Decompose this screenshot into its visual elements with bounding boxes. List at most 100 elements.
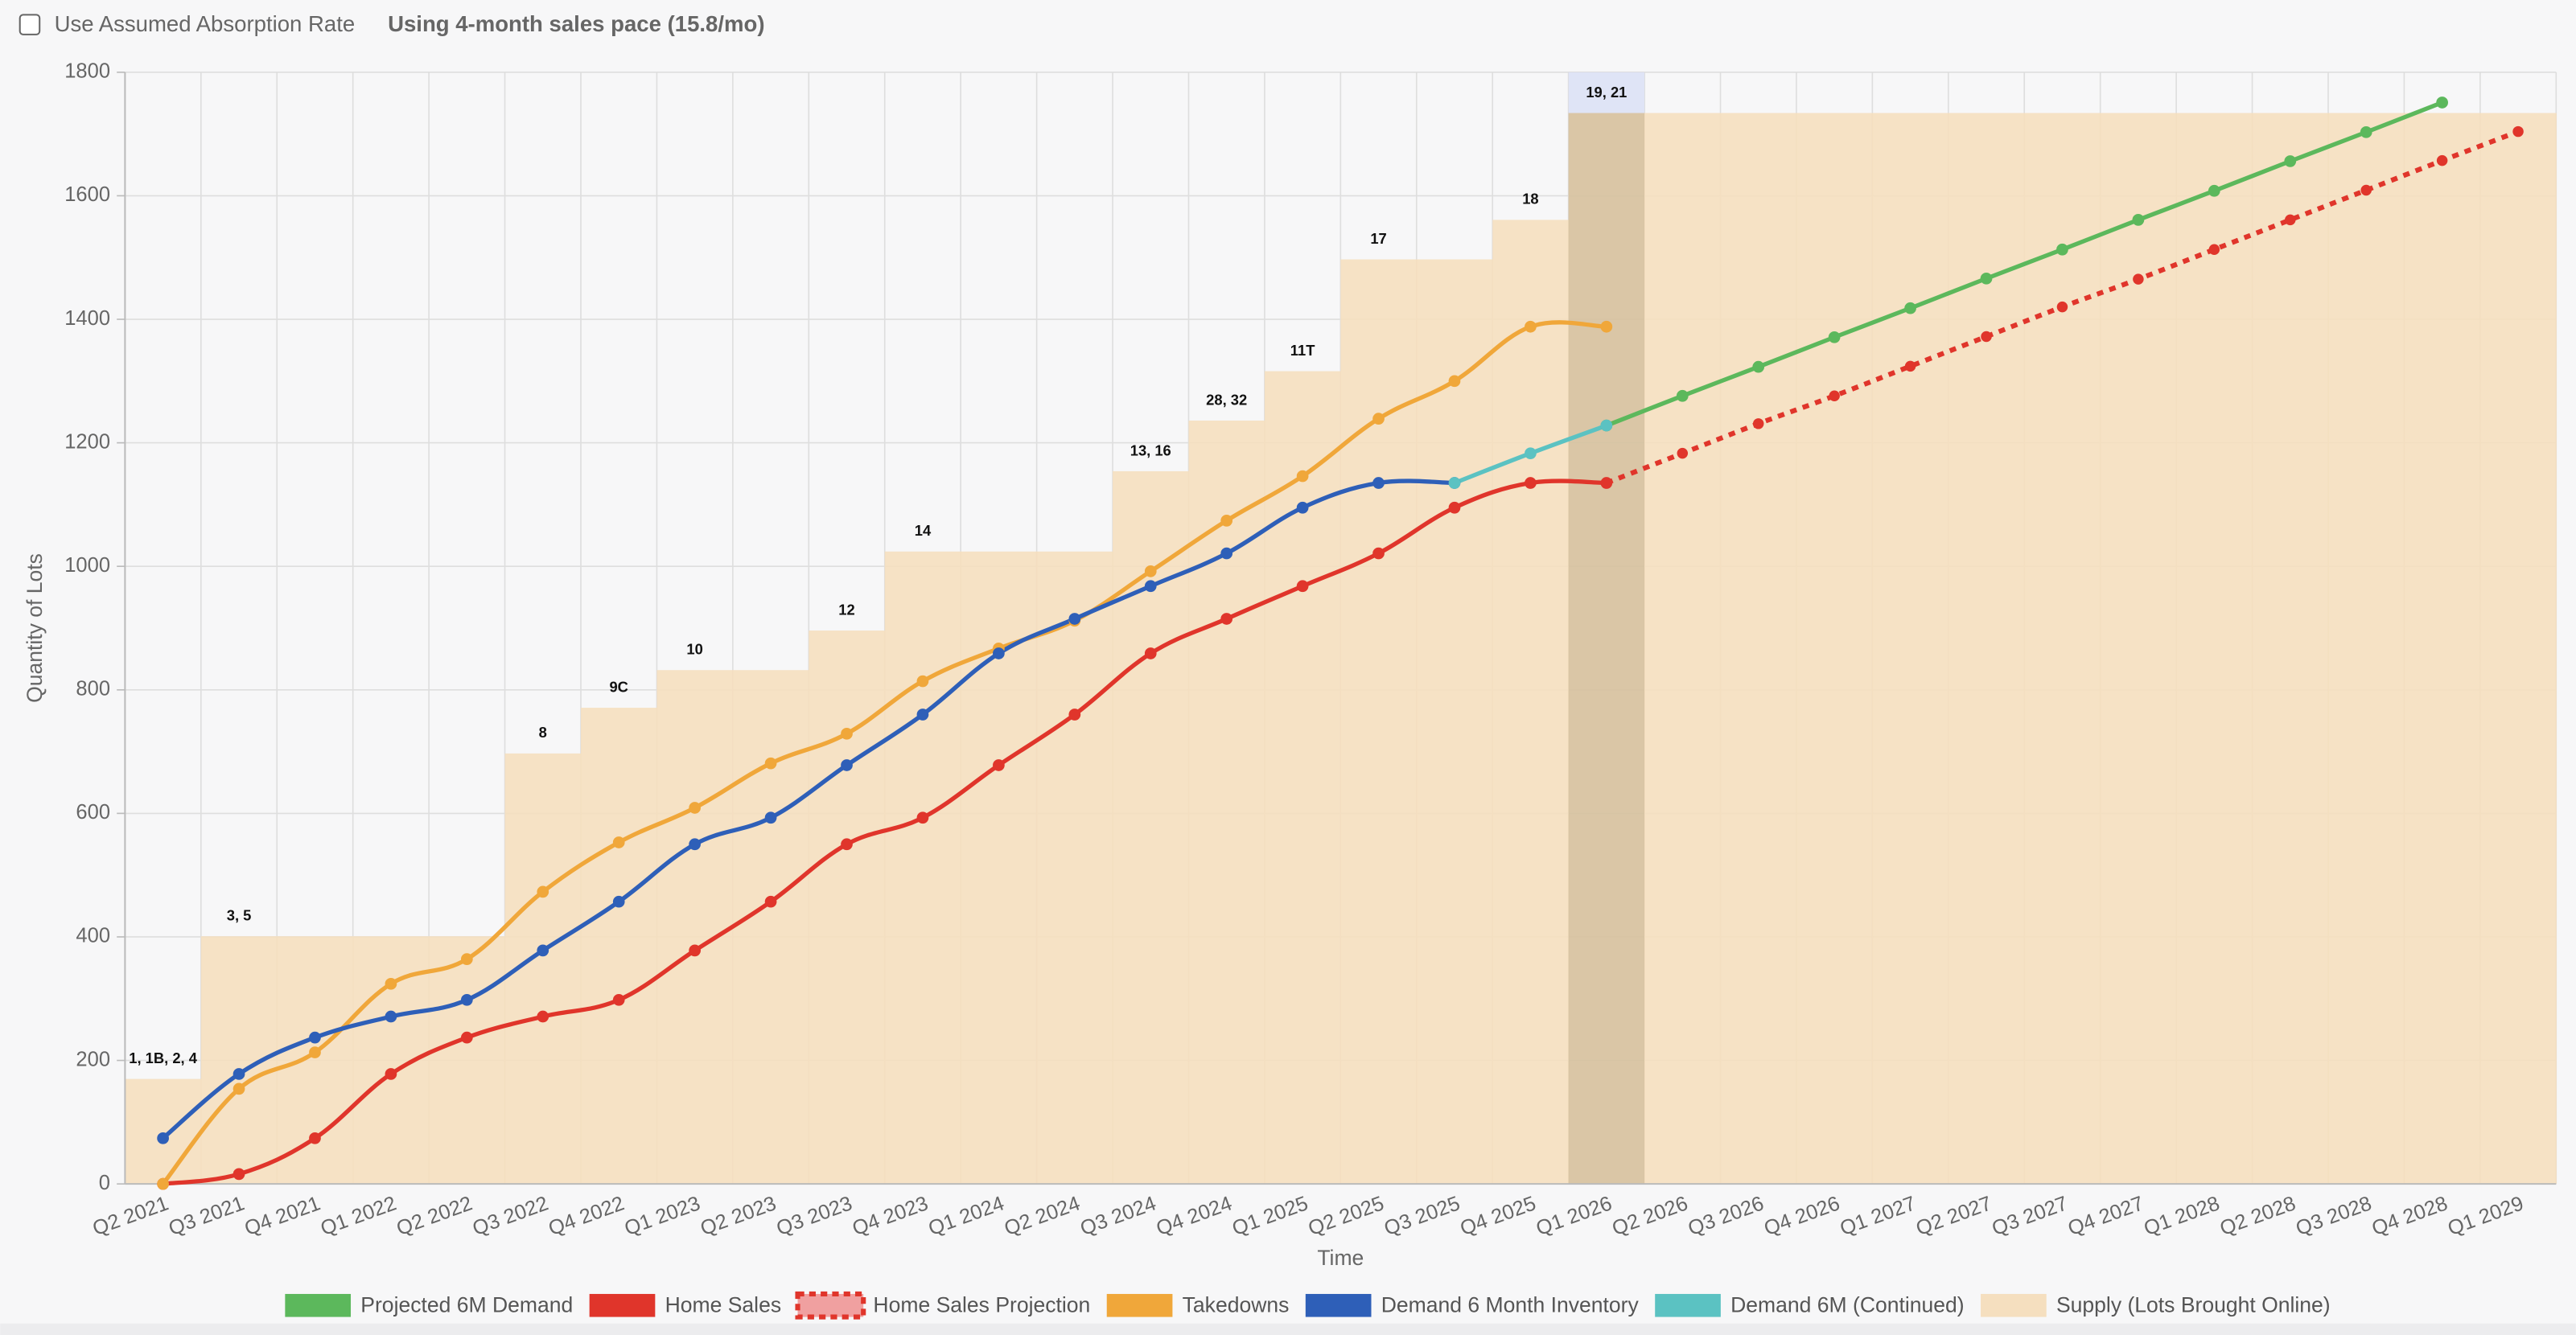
- data-point: [764, 895, 777, 908]
- data-point: [1828, 331, 1841, 343]
- data-point: [232, 1082, 245, 1095]
- supply-label: 12: [838, 601, 854, 618]
- data-point: [1068, 613, 1081, 625]
- data-point: [689, 802, 701, 814]
- supply-bar: [1036, 551, 1113, 1185]
- supply-bar: [809, 631, 886, 1185]
- supply-bar: [2479, 113, 2557, 1185]
- highlight-column: [1568, 72, 1645, 1185]
- legend-swatch: [589, 1293, 656, 1317]
- data-point: [385, 1068, 397, 1080]
- data-point: [1525, 447, 1537, 460]
- x-axis-title: Time: [1317, 1246, 1364, 1270]
- data-point: [1980, 272, 1993, 285]
- bottom-bar: [0, 1323, 2576, 1335]
- supply-bar: [2327, 113, 2405, 1185]
- supply-bar: [732, 670, 809, 1185]
- data-point: [612, 895, 625, 908]
- data-point: [841, 759, 853, 771]
- y-tick-label: 1800: [64, 60, 110, 83]
- data-point: [2284, 155, 2297, 167]
- data-point: [1448, 375, 1461, 388]
- data-point: [2056, 301, 2068, 313]
- supply-bar: [2100, 113, 2177, 1185]
- data-point: [1220, 547, 1233, 560]
- data-point: [385, 977, 397, 990]
- data-point: [612, 993, 625, 1006]
- supply-bar: [580, 708, 658, 1185]
- data-point: [1296, 470, 1309, 483]
- data-point: [1068, 709, 1081, 721]
- data-point: [309, 1132, 321, 1144]
- supply-label: 9C: [609, 678, 628, 695]
- supply-label: 1, 1B, 2, 4: [129, 1050, 197, 1066]
- data-point: [2133, 273, 2144, 285]
- data-point: [841, 727, 853, 740]
- data-point: [1600, 320, 1613, 333]
- data-point: [1372, 477, 1385, 489]
- data-point: [1829, 390, 1840, 401]
- supply-label: 3, 5: [227, 907, 252, 924]
- supply-bar: [125, 1078, 202, 1185]
- supply-label: 19, 21: [1586, 84, 1627, 101]
- supply-bar: [656, 670, 734, 1185]
- checkbox-label[interactable]: Use Assumed Absorption Rate: [55, 11, 356, 36]
- y-tick-label: 1600: [64, 183, 110, 206]
- y-tick-label: 1000: [64, 554, 110, 577]
- data-point: [841, 838, 853, 851]
- legend-swatch: [285, 1293, 352, 1317]
- data-point: [1296, 580, 1309, 593]
- checkbox[interactable]: [19, 14, 41, 35]
- supply-bar: [1948, 113, 2025, 1185]
- supply-bar: [1492, 220, 1570, 1185]
- legend-swatch: [1305, 1293, 1372, 1317]
- data-point: [1144, 647, 1157, 659]
- data-point: [1448, 501, 1461, 514]
- data-point: [612, 836, 625, 848]
- data-point: [1752, 360, 1765, 373]
- data-point: [993, 759, 1005, 771]
- supply-bar: [884, 551, 961, 1185]
- data-point: [1372, 413, 1385, 425]
- data-point: [916, 675, 929, 688]
- supply-label: 17: [1370, 230, 1386, 247]
- supply-label: 13, 16: [1130, 442, 1171, 458]
- data-point: [385, 1010, 397, 1023]
- y-tick-label: 400: [76, 925, 110, 947]
- data-point: [1981, 331, 1992, 343]
- y-tick-label: 600: [76, 801, 110, 824]
- data-point: [1144, 565, 1157, 577]
- y-tick-label: 1200: [64, 430, 110, 453]
- legend-label: Home Sales: [665, 1292, 782, 1317]
- data-point: [537, 885, 549, 898]
- data-point: [2512, 125, 2524, 138]
- data-point: [460, 993, 473, 1006]
- data-point: [1904, 360, 1916, 372]
- supply-label: 8: [539, 724, 547, 741]
- data-point: [2056, 243, 2068, 256]
- supply-label: 28, 32: [1206, 391, 1247, 408]
- legend-label: Projected 6M Demand: [360, 1292, 573, 1317]
- data-point: [157, 1132, 169, 1144]
- data-point: [916, 709, 929, 721]
- y-axis-title: Quantity of Lots: [23, 553, 47, 703]
- supply-bar: [1340, 259, 1418, 1185]
- legend-label: Takedowns: [1183, 1292, 1290, 1317]
- data-point: [537, 944, 549, 957]
- data-point: [1144, 580, 1157, 593]
- data-point: [1676, 389, 1689, 402]
- data-point: [232, 1068, 245, 1080]
- supply-bar: [1796, 113, 1873, 1185]
- data-point: [689, 838, 701, 851]
- y-tick-label: 0: [99, 1172, 110, 1194]
- data-point: [2208, 244, 2220, 255]
- data-point: [764, 757, 777, 770]
- supply-bar: [1720, 113, 1797, 1185]
- data-point: [2208, 184, 2220, 197]
- data-point: [764, 811, 777, 824]
- y-tick-label: 200: [76, 1048, 110, 1070]
- supply-bar: [429, 936, 506, 1185]
- data-point: [1220, 613, 1233, 625]
